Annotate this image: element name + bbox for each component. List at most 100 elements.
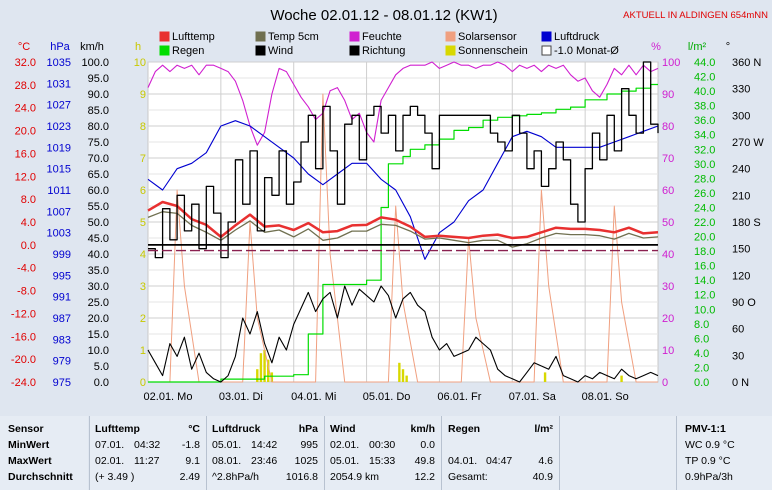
wind-max-value: 49.8	[414, 455, 435, 467]
rain-tick-label: 36.0	[694, 115, 715, 127]
weather-chart: Woche 02.01.12 - 08.01.12 (KW1) AKTUELL …	[10, 7, 769, 403]
lufttemp-max-time: 11:27	[134, 455, 160, 467]
wind-header: Wind	[330, 423, 356, 435]
temp-tick-label: 24.0	[15, 103, 36, 115]
col-wind: Wind km/h 02.01. 00:30 0.0 05.01. 15:33 …	[324, 416, 441, 490]
sun-tick-label: 7	[140, 153, 146, 165]
series-lufttemp	[147, 200, 659, 240]
pressure-tick-label: 999	[53, 249, 71, 261]
temp-tick-label: -20.0	[11, 354, 36, 366]
sensor-header: Sensor	[8, 423, 44, 435]
legend-label-luftdruck: Luftdruck	[554, 31, 600, 43]
legend-swatch-feuchte	[349, 31, 360, 42]
temp-tick-label: 32.0	[15, 57, 36, 69]
wind-tick-label: 50.0	[88, 217, 109, 229]
axes: 32.0 28.0 24.0 20.0 16.0 12.0 8.0 4.0 0.0 -4.0 -8.…	[11, 41, 764, 389]
humidity-tick-label: 20	[662, 313, 674, 325]
rain-tick-label: 22.0	[694, 217, 715, 229]
regen-total-label: Gesamt:	[448, 471, 488, 483]
series-regen	[148, 83, 658, 383]
temp-tick-label: 12.0	[15, 171, 36, 183]
pressure-tick-label: 1007	[47, 206, 71, 218]
rain-tick-label: 8.0	[694, 319, 709, 331]
rain-tick-label: 12.0	[694, 290, 715, 302]
wind-max-date: 05.01.	[330, 455, 360, 467]
rain-tick-label: 42.0	[694, 72, 715, 84]
col-regen: Regen l/m² 04.01. 04:47 4.6 Gesamt: 40.9	[441, 416, 559, 490]
legend-swatch-regen	[159, 45, 170, 56]
row-durchschnitt: Durchschnitt	[8, 471, 73, 483]
luftdruck-min-value: 995	[300, 439, 318, 451]
lufttemp-avg-value: 2.49	[179, 471, 200, 483]
wind-max-time: 15:33	[369, 455, 396, 467]
legend-swatch-luftdruck	[541, 31, 552, 42]
pressure-tick-label: 975	[53, 377, 71, 389]
lufttemp-avg-note: (+ 3.49 )	[95, 471, 135, 483]
wind-axis-unit: km/h	[80, 41, 104, 53]
humidity-tick-label: 30	[662, 281, 674, 293]
wind-tick-label: 45.0	[88, 233, 109, 245]
sunshine-bar	[270, 372, 274, 382]
wind-tick-label: 40.0	[88, 249, 109, 261]
direction-tick-label: 360 N	[732, 57, 761, 69]
sunshine-bar	[398, 362, 401, 382]
sun-tick-label: 3	[140, 281, 146, 293]
wind-tick-label: 5.0	[94, 361, 109, 373]
legend-label-monat: -1.0 Monat-Ø	[554, 45, 619, 57]
lufttemp-min-date: 07.01.	[95, 439, 125, 451]
pressure-tick-label: 979	[53, 356, 71, 368]
rain-tick-label: 38.0	[694, 101, 715, 113]
temp-axis-unit: °C	[18, 41, 30, 53]
lufttemp-min-value: -1.8	[181, 439, 200, 451]
direction-tick-label: 180 S	[732, 217, 761, 229]
pressure-tick-label: 1027	[47, 100, 71, 112]
series-solarsensor	[148, 93, 658, 383]
legend-swatch-monat	[541, 45, 552, 56]
sunshine-bar	[405, 375, 408, 382]
wind-tick-label: 35.0	[88, 265, 109, 277]
pmv-tp: TP 0.9 °C	[685, 455, 731, 467]
sun-axis-unit: h	[135, 41, 141, 53]
luftdruck-trend: ^2.8hPa/h	[212, 471, 259, 483]
sun-tick-label: 6	[140, 185, 146, 197]
humidity-tick-label: 60	[662, 185, 674, 197]
series-temp-5cm	[147, 211, 659, 248]
temp-tick-label: 8.0	[21, 194, 36, 206]
rain-tick-label: 16.0	[694, 261, 715, 273]
lufttemp-min-time: 04:32	[134, 439, 161, 451]
lufttemp-header: Lufttemp	[95, 423, 140, 435]
wind-tick-label: 70.0	[88, 153, 109, 165]
location-label: AKTUELL IN ALDINGEN 654mNN	[623, 10, 768, 21]
lufttemp-unit: °C	[188, 423, 200, 435]
sunshine-bar	[267, 359, 270, 382]
legend: Lufttemp Temp 5cm Feuchte Solarsensor Luftdr…	[159, 31, 619, 57]
luftdruck-min-time: 14:42	[251, 439, 278, 451]
temp-tick-label: -4.0	[17, 263, 36, 275]
col-sensor: Sensor MinWert MaxWert Durchschnitt	[0, 416, 88, 490]
temp-tick-label: 28.0	[15, 80, 36, 92]
direction-tick-label: 60	[732, 324, 744, 336]
sun-tick-label: 0	[140, 377, 146, 389]
wind-tick-label: 65.0	[88, 169, 109, 181]
rain-tick-label: 30.0	[694, 159, 715, 171]
direction-tick-label: 300	[732, 110, 750, 122]
rain-tick-label: 20.0	[694, 232, 715, 244]
sunshine-bar	[401, 369, 405, 382]
direction-tick-label: 30	[732, 350, 744, 362]
chart-title: Woche 02.01.12 - 08.01.12 (KW1)	[270, 7, 497, 24]
wind-tick-label: 90.0	[88, 89, 109, 101]
temp-tick-label: -16.0	[11, 331, 36, 343]
temp-tick-label: -8.0	[17, 286, 36, 298]
rain-axis-unit: l/m²	[688, 41, 707, 53]
wind-tick-label: 0.0	[94, 377, 109, 389]
luftdruck-max-time: 23:46	[251, 455, 278, 467]
luftdruck-header: Luftdruck	[212, 423, 261, 435]
lufttemp-max-date: 02.01.	[95, 455, 125, 467]
temp-tick-label: 16.0	[15, 148, 36, 160]
wind-tick-label: 55.0	[88, 201, 109, 213]
temp-tick-label: 4.0	[21, 217, 36, 229]
legend-swatch-solar	[445, 31, 456, 42]
wind-tick-label: 75.0	[88, 137, 109, 149]
pressure-axis-unit: hPa	[50, 41, 70, 53]
regen-total-value: 40.9	[532, 471, 553, 483]
